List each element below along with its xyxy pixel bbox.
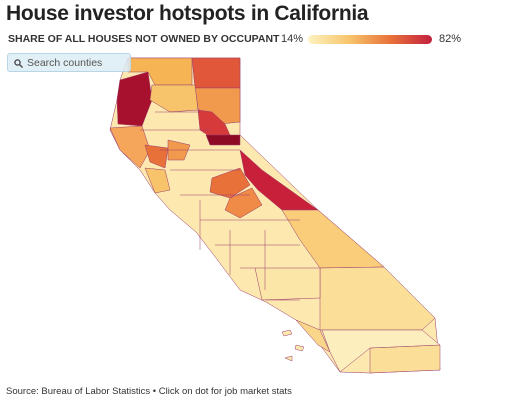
search-icon bbox=[14, 59, 23, 68]
county bbox=[319, 266, 436, 331]
legend-label: SHARE OF ALL HOUSES NOT OWNED BY OCCUPAN… bbox=[8, 33, 280, 45]
county bbox=[144, 144, 169, 169]
county bbox=[321, 329, 441, 373]
county bbox=[144, 167, 171, 194]
county bbox=[149, 84, 199, 113]
legend-max: 82% bbox=[439, 33, 462, 45]
search-box[interactable]: Search counties bbox=[7, 53, 131, 72]
search-placeholder: Search counties bbox=[27, 57, 103, 69]
county bbox=[191, 57, 241, 89]
county bbox=[209, 167, 251, 199]
county bbox=[369, 344, 441, 374]
county-lines bbox=[140, 111, 300, 301]
legend-min: 14% bbox=[281, 33, 304, 45]
island bbox=[294, 344, 305, 352]
island bbox=[281, 329, 293, 337]
county bbox=[205, 134, 241, 146]
county bbox=[224, 187, 263, 219]
source: Source: Bureau of Labor Statistics • Cli… bbox=[6, 386, 292, 397]
title: House investor hotspots in California bbox=[6, 2, 369, 25]
island bbox=[284, 355, 293, 362]
county bbox=[109, 125, 151, 169]
legend-gradient bbox=[308, 35, 432, 44]
county bbox=[254, 267, 321, 301]
